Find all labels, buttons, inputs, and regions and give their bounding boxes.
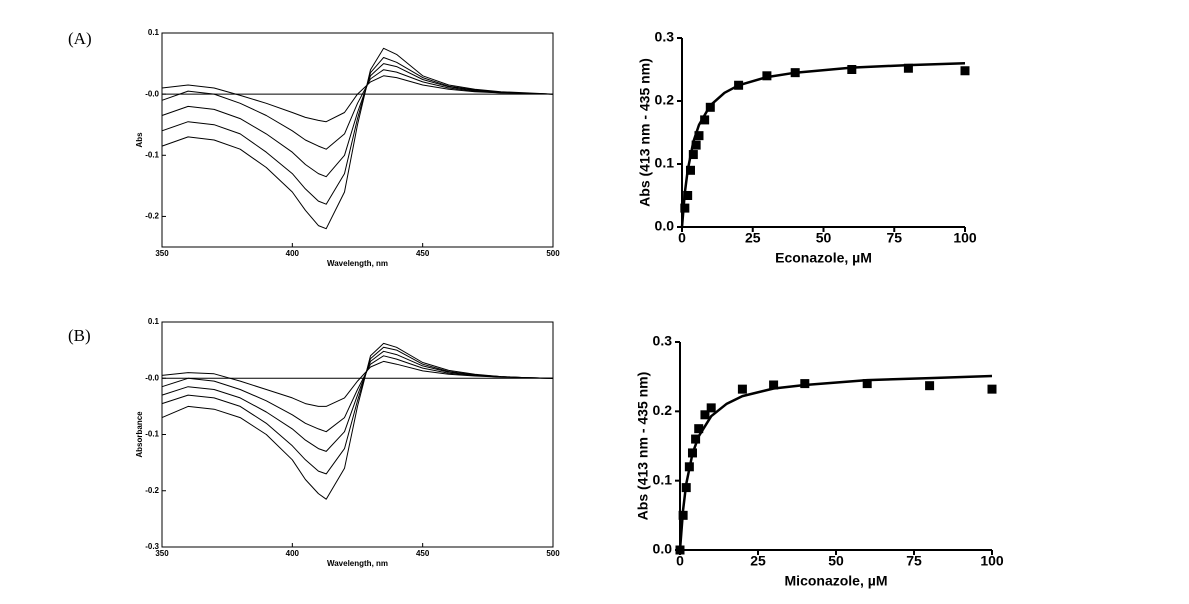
spectrum-line (161, 47, 554, 230)
plot-frame (161, 32, 554, 248)
x-tick-label: 400 (286, 549, 300, 558)
x-tick-label: 0 (678, 230, 686, 246)
spectrum-line (161, 360, 554, 407)
spectrum-line (161, 57, 554, 205)
y-tick-label: 0.0 (655, 218, 675, 234)
y-axis-label: Absorbance (135, 411, 144, 458)
y-tick-label: 0.3 (653, 333, 673, 349)
y-tick-label: -0.2 (145, 212, 159, 221)
data-point (762, 71, 772, 81)
y-tick-label: -0.3 (145, 542, 159, 551)
x-axis-label: Econazole, µM (775, 250, 872, 266)
x-axis-label: Wavelength, nm (327, 559, 388, 568)
panel-label: (B) (68, 326, 91, 345)
fit-line (680, 61, 966, 228)
data-point (847, 65, 857, 74)
y-tick-label: 0.2 (655, 92, 675, 108)
data-point (688, 150, 698, 160)
spectrum-line (161, 355, 554, 433)
x-tick-label: 50 (816, 230, 832, 246)
fit-line (678, 374, 993, 551)
data-point (691, 434, 701, 444)
x-tick-label: 500 (546, 549, 560, 558)
x-tick-label: 25 (750, 553, 766, 569)
panel-label: (A) (68, 29, 92, 48)
y-tick-label: -0.1 (145, 430, 159, 439)
spectrum-line (161, 342, 554, 500)
y-tick-label: -0.2 (145, 486, 159, 495)
x-tick-label: 0 (676, 553, 684, 569)
y-tick-label: -0.1 (145, 150, 159, 159)
data-point (700, 410, 710, 420)
y-axis-label: Abs (413 nm - 435 nm) (635, 372, 651, 521)
spectrum-line (161, 63, 554, 178)
spectrum-line (161, 69, 554, 150)
y-tick-label: 0.3 (655, 29, 675, 45)
y-tick-label: -0.0 (145, 89, 159, 98)
x-tick-label: 450 (416, 549, 430, 558)
data-point (685, 165, 695, 175)
y-tick-label: 0.1 (148, 28, 160, 37)
x-tick-label: 75 (886, 230, 902, 246)
x-tick-label: 350 (155, 249, 169, 258)
x-tick-label: 50 (828, 553, 844, 569)
data-point (987, 384, 997, 394)
data-point (737, 384, 747, 394)
data-point (800, 379, 810, 389)
x-tick-label: 100 (980, 553, 1004, 569)
y-axis-label: Abs (413 nm - 435 nm) (637, 58, 653, 207)
y-tick-label: 0.0 (653, 541, 673, 557)
data-point (903, 63, 913, 73)
y-tick-label: 0.2 (653, 402, 673, 418)
spectrum-line (161, 75, 554, 123)
data-point (694, 424, 704, 434)
data-point (960, 66, 970, 76)
x-tick-label: 25 (745, 230, 761, 246)
data-point (700, 115, 710, 125)
data-point (680, 203, 690, 213)
y-tick-label: -0.0 (145, 373, 159, 382)
spectrum-line (161, 346, 554, 475)
plot-frame (161, 321, 554, 548)
x-tick-label: 75 (906, 553, 922, 569)
data-point (683, 191, 693, 200)
y-tick-label: 0.1 (655, 155, 675, 171)
data-point (769, 380, 779, 390)
y-tick-label: 0.1 (148, 317, 160, 326)
x-axis-label: Wavelength, nm (327, 259, 388, 268)
x-tick-label: 450 (416, 249, 430, 258)
x-tick-label: 100 (953, 230, 977, 246)
data-point (925, 381, 935, 391)
y-tick-label: 0.1 (653, 471, 673, 487)
y-axis-label: Abs (135, 132, 144, 148)
data-point (862, 379, 872, 389)
x-tick-label: 500 (546, 249, 560, 258)
x-tick-label: 350 (155, 549, 169, 558)
x-tick-label: 400 (286, 249, 300, 258)
x-axis-label: Miconazole, µM (785, 573, 888, 589)
data-point (691, 140, 701, 150)
data-point (694, 131, 704, 141)
data-point (706, 403, 716, 413)
